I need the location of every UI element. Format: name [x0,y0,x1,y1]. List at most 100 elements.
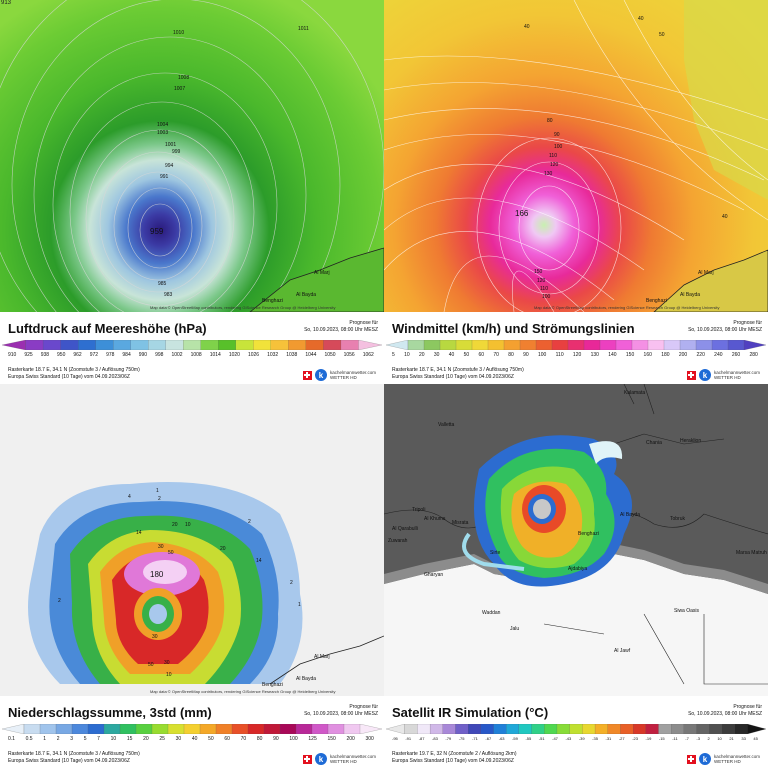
pressure-map[interactable]: 959 1010 1011 1008 1007 1004 1003 1001 9… [0,0,384,312]
precip-label: 2 [58,598,61,604]
city-label: Al Marj [698,270,714,276]
scale-tick-label: 60 [224,736,230,742]
scale-swatch [506,724,520,734]
city-label: Benghazi [646,298,667,304]
brand-text: kachelmannwetter.com WETTER HD [330,754,376,764]
precip-label: 2 [158,496,161,502]
wind-label: 110 [549,153,557,159]
color-scale-bar [386,724,766,734]
scale-swatch [39,724,57,734]
scale-swatch [119,724,137,734]
scale-swatch [544,724,558,734]
brand-logo[interactable]: k kachelmannwetter.com WETTER HD [302,752,376,766]
scale-swatch [734,724,748,734]
scale-tick-label: 30 [433,352,440,358]
scale-tick-label: 978 [106,352,115,358]
precip-map[interactable]: 180 1 2 4 10 14 20 30 50 20 14 2 1 2 2 3… [0,384,384,696]
scale-swatch [671,724,685,734]
meta-line-1: Rasterkarte 18.7 E, 34.1 N (Zoomstufe 3 … [392,367,524,373]
scale-swatch [71,724,89,734]
color-scale-bar [2,724,382,734]
scale-tick-label: 3 [70,736,73,742]
precip-label: 1 [156,488,159,494]
kachelmann-logo-icon: k [698,753,711,765]
forecast-info: Prognose für So, 10.09.2023, 08:00 Uhr M… [304,704,378,718]
scale-swatch [727,340,745,350]
scale-swatch [231,724,249,734]
scale-swatch [556,724,571,734]
forecast-time: So, 10.09.2023, 08:00 Uhr MESZ [688,327,762,333]
scale-swatch [343,724,361,734]
brand-logo[interactable]: k kachelmannwetter.com WETTER HD [302,368,376,382]
scale-tick-label: 20 [418,352,425,358]
scale-tick-label: 10 [404,352,410,358]
wind-label: 120 [550,162,559,168]
swiss-flag-icon [302,370,312,380]
scale-tick-label: -31 [605,736,612,741]
scale-tick-label: 260 [731,352,741,358]
scale-swatch [455,724,469,734]
city-label: Al Bayda [296,292,316,298]
brand-text: kachelmannwetter.com WETTER HD [330,370,376,380]
map-attribution: Map data © OpenStreetMap contributors, r… [150,689,336,694]
wind-max-label: 166 [515,209,529,218]
scale-tick-label: 1014 [209,352,221,358]
scale-tick-label: 240 [714,352,723,358]
pressure-center-label: 959 [150,227,164,236]
city-label: Misrata [452,520,469,526]
model-meta: Rasterkarte 18.7 E, 34.1 N (Zoomstufe 3 … [392,367,524,381]
city-label: Zuwarah [388,538,408,544]
brand-logo[interactable]: k kachelmannwetter.com WETTER HD [686,368,760,382]
scale-swatch [709,724,723,734]
scale-swatch [113,340,132,350]
wind-label: 100 [542,294,551,300]
satellite-map[interactable]: Kalamata Valletta Chania Heraklion Tripo… [384,384,768,696]
isobar-label: 985 [158,281,167,287]
scale-tick-label: 90 [523,352,529,358]
scale-swatch [747,724,766,734]
city-label: Al Qarabulli [392,526,418,532]
scale-tick-label: 1020 [228,352,240,358]
scale-swatch [2,340,26,350]
scale-tick-label: 300 [365,736,374,742]
panel-pressure: 959 1010 1011 1008 1007 1004 1003 1001 9… [0,0,384,384]
scale-swatch [645,724,660,734]
panel-title: Windmittel (km/h) und Strömungslinien [392,321,635,336]
scale-tick-label: -59 [512,736,518,741]
wind-label: 40 [722,214,728,220]
isobar-label: 1008 [178,75,189,81]
forecast-info: Prognose für So, 10.09.2023, 08:00 Uhr M… [304,320,378,334]
wind-map[interactable]: 166 40 40 50 80 90 100 110 120 130 150 1… [384,0,768,312]
precip-label: 30 [164,660,170,666]
city-label: Gharyan [424,572,443,578]
scale-swatch [647,340,665,350]
meta-line-2: Europa Swiss Standard (10 Tage) vom 04.0… [8,374,130,380]
isobar-label: 994 [165,163,174,169]
scale-tick-label: 70 [493,352,499,358]
brand-logo[interactable]: k kachelmannwetter.com WETTER HD [686,752,760,766]
scale-swatch [620,724,634,734]
swiss-flag-icon [686,754,696,764]
scale-swatch [253,340,272,350]
scale-tick-label: 180 [661,352,670,358]
scale-tick-label: 110 [555,352,564,358]
coastline [269,635,384,685]
scale-swatch [615,340,633,350]
scale-swatch [567,340,585,350]
scale-tick-label: 1062 [362,352,374,358]
scale-tick-label: 7 [97,736,100,742]
brand-name: kachelmannwetter.com [329,754,376,759]
scale-swatch [743,340,766,350]
scale-tick-label: -11 [672,736,678,741]
forecast-time: So, 10.09.2023, 08:00 Uhr MESZ [688,711,762,717]
coastline [249,247,384,312]
scale-tick-label: -71 [472,736,478,741]
scale-tick-label: 5 [392,352,395,358]
scale-swatch [305,340,325,350]
precip-label: 30 [158,544,164,550]
scale-tick-label: 925 [24,352,33,358]
kachelmann-logo-icon: k [698,369,711,381]
meta-line-2: Europa Swiss Standard (10 Tage) vom 04.0… [392,374,514,380]
scale-tick-label: 80 [256,736,263,742]
isobar-label: 1004 [157,122,168,128]
